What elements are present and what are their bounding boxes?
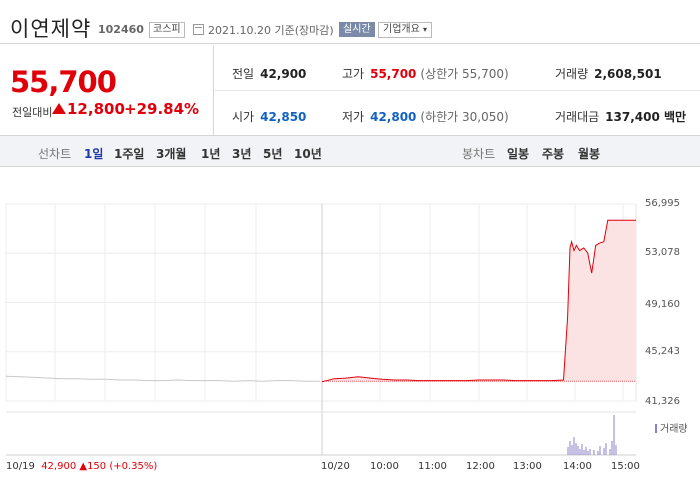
chart-toolbar: 선차트 1일 1주일 3개월 1년 3년 5년 10년 봉차트 일봉 주봉 월봉	[0, 135, 700, 167]
market-badge: 코스피	[149, 22, 185, 38]
x-tick-label: 10/20	[321, 461, 350, 472]
stat-value: 42,900	[260, 67, 307, 81]
gain-area	[322, 220, 636, 382]
date-text: 2021.10.20 기준(장마감)	[208, 24, 334, 37]
period-3m[interactable]: 3개월	[156, 147, 187, 161]
y-tick-label: 41,326	[645, 396, 680, 407]
stat-label: 시가	[232, 110, 255, 124]
company-overview-button[interactable]: 기업개요 ▾	[378, 22, 433, 38]
candle-chart-label: 봉차트	[462, 147, 496, 161]
stock-header: 이연제약 102460 코스피 2021.10.20 기준(장마감) 실시간 기…	[0, 0, 700, 44]
y-tick-label: 49,160	[645, 299, 680, 310]
period-1w[interactable]: 1주일	[114, 147, 145, 161]
line-chart-label: 선차트	[38, 147, 72, 161]
period-10y[interactable]: 10년	[294, 147, 322, 161]
stat-value: 42,850	[260, 110, 307, 124]
period-3y[interactable]: 3년	[232, 147, 252, 161]
divider	[215, 90, 700, 91]
prev-day-close: 42,900	[41, 461, 77, 472]
period-1d[interactable]: 1일	[84, 147, 104, 161]
stats-table: 전일 42,900 고가 55,700 (상한가 55,700) 거래량 2,608,5…	[215, 45, 700, 135]
x-tick-label: 10:00	[370, 461, 399, 472]
stat-high: 고가 55,700 (상한가 55,700)	[342, 65, 509, 82]
stat-value: 137,400 백만	[605, 110, 687, 124]
realtime-button[interactable]: 실시간	[339, 22, 375, 37]
y-tick-label: 53,078	[645, 247, 680, 258]
stat-value: 55,700	[370, 67, 417, 81]
diff-rate: +29.84%	[124, 100, 200, 118]
y-tick-label: 56,995	[645, 198, 680, 209]
volume-legend: 거래량	[655, 420, 688, 435]
stat-value: 42,800	[370, 110, 417, 124]
period-5y[interactable]: 5년	[263, 147, 283, 161]
price-chart-svg	[5, 203, 637, 456]
prev-day-line	[5, 375, 320, 382]
candle-daily[interactable]: 일봉	[507, 147, 530, 161]
candle-weekly[interactable]: 주봉	[542, 147, 565, 161]
stat-sub: (상한가 55,700)	[420, 67, 509, 81]
company-overview-label: 기업개요	[383, 24, 420, 35]
stock-code: 102460	[98, 23, 144, 36]
prev-day-info: 10/19 42,900 ▲150 (+0.35%)	[6, 461, 157, 472]
x-tick-label: 12:00	[466, 461, 495, 472]
stat-label: 전일	[232, 67, 255, 81]
stat-volume: 거래량 2,608,501	[555, 65, 662, 82]
stat-label: 고가	[342, 67, 365, 81]
up-arrow-icon	[52, 103, 66, 114]
period-1y[interactable]: 1년	[201, 147, 221, 161]
x-tick-label: 11:00	[418, 461, 447, 472]
stat-open: 시가 42,850	[232, 108, 306, 125]
stat-label: 거래량	[555, 67, 589, 81]
stat-sub: (하한가 30,050)	[420, 110, 509, 124]
stat-low: 저가 42,800 (하한가 30,050)	[342, 108, 509, 125]
today-price-line	[321, 219, 636, 383]
diff-label: 전일대비	[12, 106, 53, 119]
stat-value: 2,608,501	[594, 67, 662, 81]
x-tick-label: 13:00	[513, 461, 542, 472]
candle-monthly[interactable]: 월봉	[578, 147, 601, 161]
y-tick-label: 45,243	[645, 346, 680, 357]
price-chart: 56,995 53,078 49,160 45,243 41,326 거래량 1…	[0, 168, 700, 483]
stat-amount: 거래대금 137,400 백만	[555, 108, 686, 125]
stat-label: 거래대금	[555, 110, 600, 124]
x-tick-label: 15:00	[611, 461, 640, 472]
calendar-icon	[193, 24, 204, 35]
prev-day-change: ▲150 (+0.35%)	[79, 461, 158, 472]
chevron-down-icon: ▾	[423, 25, 428, 34]
stock-name: 이연제약	[10, 17, 92, 41]
stat-prev-close: 전일 42,900	[232, 65, 306, 82]
prev-day-date: 10/19	[6, 461, 35, 472]
price-summary: 55,700 전일대비 12,800 +29.84%	[0, 45, 214, 135]
current-price: 55,700	[10, 65, 117, 99]
x-tick-label: 14:00	[563, 461, 592, 472]
stat-label: 저가	[342, 110, 365, 124]
diff-value: 12,800	[67, 100, 125, 118]
